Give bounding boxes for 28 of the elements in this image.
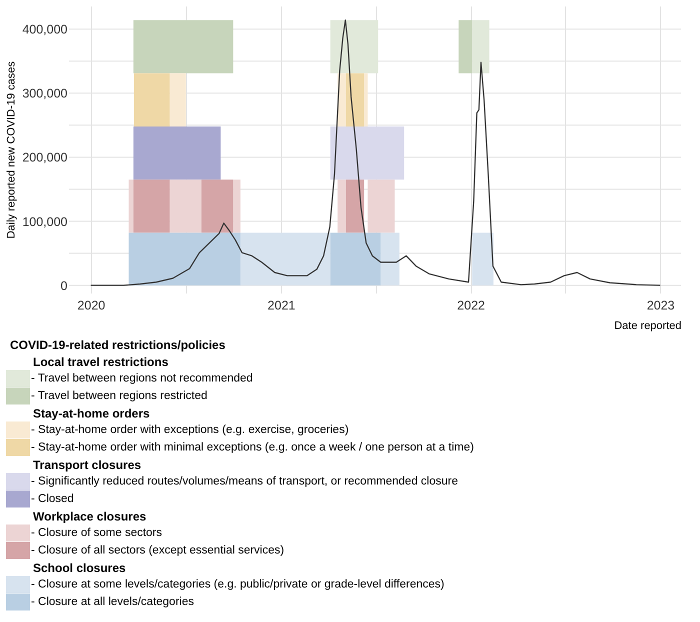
legend-label: - Closure of all sectors (except essential services) bbox=[31, 544, 284, 556]
text: Workplace closures bbox=[33, 510, 146, 524]
x-tick-label: 2021 bbox=[268, 298, 296, 312]
text: Local travel restrictions bbox=[33, 355, 169, 369]
legend-label: - Closure at all levels/categories bbox=[31, 596, 194, 608]
text: Stay-at-home orders bbox=[33, 406, 150, 420]
line-series bbox=[90, 19, 661, 286]
legend-label: - Travel between regions not recommended bbox=[31, 372, 253, 384]
x-tick-label: 2020 bbox=[77, 298, 106, 312]
legend-label: - Stay-at-home order with minimal exceptions (e.g. once a week / one person at a time) bbox=[31, 442, 474, 454]
y-tick-label: 400,000 bbox=[22, 22, 68, 37]
y-tick-label: 200,000 bbox=[22, 150, 68, 165]
x-tick-label: 2022 bbox=[457, 298, 486, 312]
y-axis-title: Daily reported new COVID-19 cases bbox=[5, 60, 18, 239]
legend-label: - Closure of some sectors bbox=[31, 527, 162, 539]
legend-label: - Closed bbox=[31, 493, 74, 505]
x-tick-label: 2023 bbox=[646, 298, 675, 312]
text: School closures bbox=[33, 561, 126, 575]
y-tick-label: 0 bbox=[60, 278, 68, 293]
legend-label: - Travel between regions restricted bbox=[31, 390, 208, 402]
legend-label: - Closure at some levels/categories (e.g. public/private or grade-level differences) bbox=[31, 578, 445, 590]
legend-title: COVID-19-related restrictions/policies bbox=[10, 338, 226, 352]
legend-label: - Stay-at-home order with exceptions (e.g. exercise, groceries) bbox=[31, 424, 349, 436]
legend-label: - Significantly reduced routes/volumes/means of transport, or recommended closure bbox=[31, 476, 458, 488]
y-tick-label: 100,000 bbox=[22, 214, 68, 229]
y-tick-label: 300,000 bbox=[22, 86, 68, 101]
x-axis-title: Date reported bbox=[614, 320, 682, 332]
text: Transport closures bbox=[33, 458, 142, 472]
